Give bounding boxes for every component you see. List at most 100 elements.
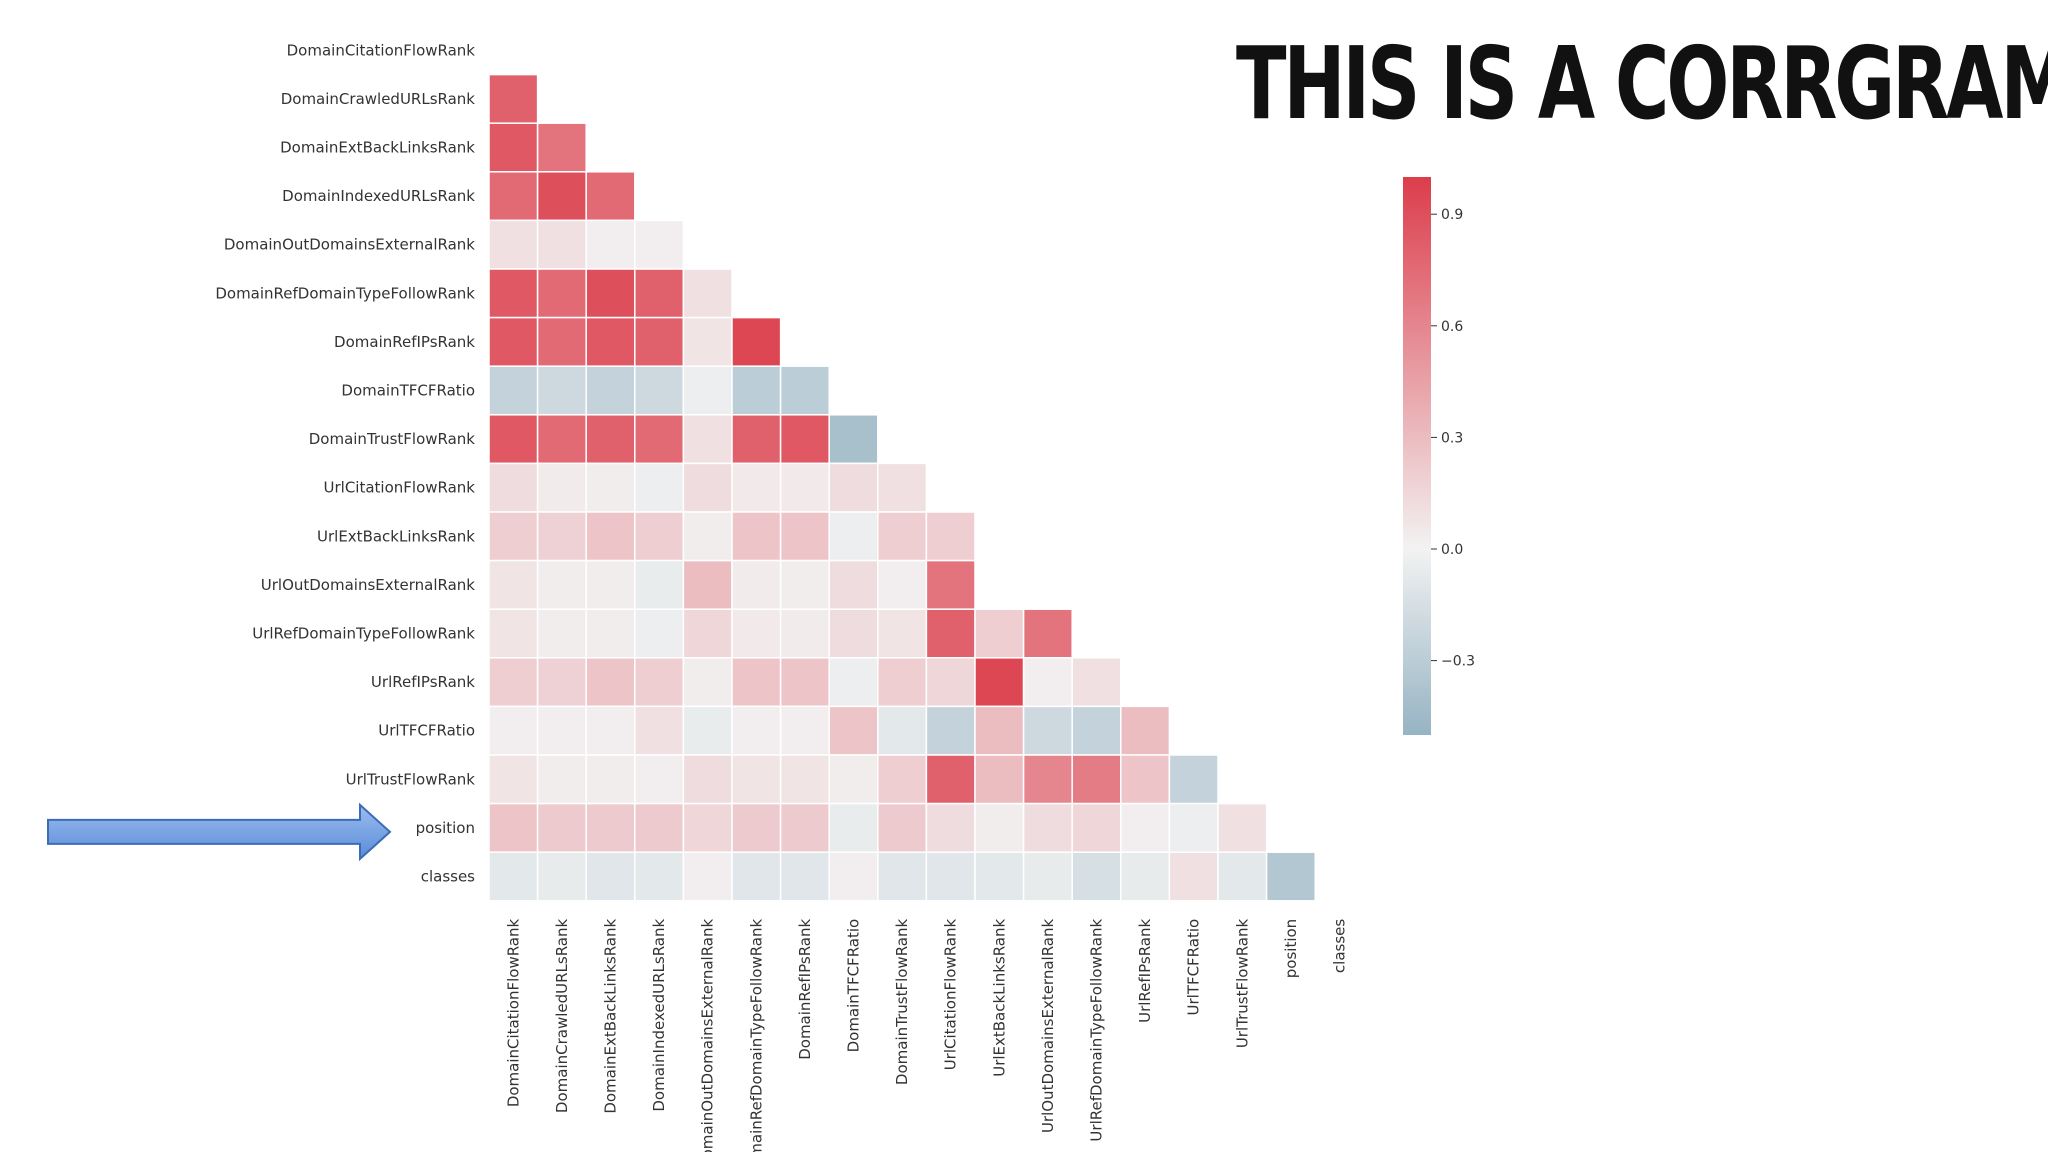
- heatmap-cell: [731, 462, 782, 513]
- heatmap-cell: [488, 365, 539, 416]
- heatmap-cell: [779, 559, 830, 610]
- heatmap-cell: [536, 268, 587, 319]
- row-label: DomainRefDomainTypeFollowRank: [215, 284, 475, 302]
- heatmap-cell: [1168, 851, 1219, 902]
- heatmap-cell: [828, 657, 879, 708]
- heatmap-cell: [585, 365, 636, 416]
- colorbar-tick-label: 0.0: [1441, 542, 1463, 558]
- heatmap-cell: [779, 608, 830, 659]
- heatmap-cell: [585, 414, 636, 465]
- heatmap-cell: [1022, 754, 1073, 805]
- heatmap-cell: [585, 705, 636, 756]
- heatmap-cell: [682, 657, 733, 708]
- colorbar-tick-label: 0.3: [1441, 430, 1463, 446]
- heatmap-cell: [828, 705, 879, 756]
- heatmap-cell: [536, 171, 587, 222]
- heatmap-cell: [1071, 754, 1122, 805]
- heatmap-cell: [828, 414, 879, 465]
- heatmap-cell: [1022, 705, 1073, 756]
- heatmap-cell: [925, 559, 976, 610]
- heatmap-cell: [536, 754, 587, 805]
- heatmap-cell: [731, 802, 782, 853]
- heatmap-cell: [779, 851, 830, 902]
- row-label: DomainRefIPsRank: [334, 333, 475, 351]
- heatmap-cell: [488, 851, 539, 902]
- heatmap-cell: [828, 851, 879, 902]
- heatmap-cell: [877, 511, 928, 562]
- heatmap-cell: [634, 754, 685, 805]
- heatmap-cell: [682, 705, 733, 756]
- heatmap-cell: [828, 511, 879, 562]
- heatmap-cell: [1168, 754, 1219, 805]
- row-label: DomainCrawledURLsRank: [281, 90, 476, 108]
- heatmap-cell: [634, 219, 685, 270]
- heatmap-cell: [488, 657, 539, 708]
- heatmap-cells: [488, 73, 1316, 902]
- heatmap-cell: [488, 171, 539, 222]
- heatmap-cell: [488, 268, 539, 319]
- heatmap-cell: [634, 657, 685, 708]
- row-label: DomainOutDomainsExternalRank: [224, 236, 475, 254]
- heatmap-cell: [731, 705, 782, 756]
- column-label: DomainCitationFlowRank: [504, 918, 522, 1107]
- heatmap-cell: [779, 365, 830, 416]
- heatmap-cell: [877, 608, 928, 659]
- heatmap-cell: [488, 511, 539, 562]
- heatmap-cell: [974, 851, 1025, 902]
- heatmap-cell: [488, 559, 539, 610]
- row-label: DomainIndexedURLsRank: [282, 187, 475, 205]
- heatmap-cell: [585, 316, 636, 367]
- row-label: DomainExtBackLinksRank: [280, 139, 475, 157]
- heatmap-cell: [925, 608, 976, 659]
- row-label: UrlCitationFlowRank: [324, 479, 476, 497]
- column-label: DomainTFCFRatio: [845, 919, 863, 1053]
- column-label: DomainTrustFlowRank: [893, 918, 911, 1085]
- colorbar-tick-label: 0.9: [1441, 207, 1463, 223]
- column-label: UrlRefDomainTypeFollowRank: [1088, 918, 1106, 1141]
- heatmap-cell: [682, 851, 733, 902]
- heatmap-cell: [585, 511, 636, 562]
- heatmap-cell: [925, 705, 976, 756]
- heatmap-cell: [877, 559, 928, 610]
- row-label: UrlRefDomainTypeFollowRank: [252, 625, 475, 643]
- heatmap-cell: [828, 559, 879, 610]
- column-label: position: [1282, 919, 1300, 978]
- heatmap-cell: [779, 754, 830, 805]
- column-label: UrlTFCFRatio: [1185, 919, 1203, 1016]
- heatmap-cell: [1022, 802, 1073, 853]
- heatmap-cell: [585, 462, 636, 513]
- heatmap-cell: [731, 608, 782, 659]
- heatmap-cell: [585, 657, 636, 708]
- heatmap-cell: [1022, 851, 1073, 902]
- heatmap-cell: [634, 705, 685, 756]
- heatmap-cell: [488, 608, 539, 659]
- heatmap-cell: [779, 657, 830, 708]
- heatmap-cell: [974, 608, 1025, 659]
- heatmap-cell: [925, 511, 976, 562]
- heatmap-cell: [1071, 705, 1122, 756]
- heatmap-cell: [536, 657, 587, 708]
- heatmap-cell: [682, 365, 733, 416]
- heatmap-cell: [682, 511, 733, 562]
- column-label: DomainRefDomainTypeFollowRank: [747, 918, 765, 1152]
- heatmap-cell: [536, 608, 587, 659]
- heatmap-cell: [779, 462, 830, 513]
- row-label: UrlRefIPsRank: [371, 673, 475, 691]
- heatmap-cell: [488, 802, 539, 853]
- heatmap-cell: [1022, 657, 1073, 708]
- heatmap-cell: [877, 657, 928, 708]
- heatmap-cell: [1022, 608, 1073, 659]
- heatmap-cell: [634, 462, 685, 513]
- heatmap-cell: [1265, 851, 1316, 902]
- column-label: UrlExtBackLinksRank: [990, 918, 1008, 1076]
- heatmap-cell: [488, 219, 539, 270]
- heatmap-cell: [585, 851, 636, 902]
- heatmap-cell: [682, 414, 733, 465]
- row-label: DomainCitationFlowRank: [287, 41, 476, 59]
- heatmap-cell: [779, 802, 830, 853]
- heatmap-cell: [1120, 802, 1171, 853]
- heatmap-cell: [585, 219, 636, 270]
- arrow-icon: [47, 802, 392, 862]
- heatmap-cell: [1071, 851, 1122, 902]
- heatmap-cell: [1217, 851, 1268, 902]
